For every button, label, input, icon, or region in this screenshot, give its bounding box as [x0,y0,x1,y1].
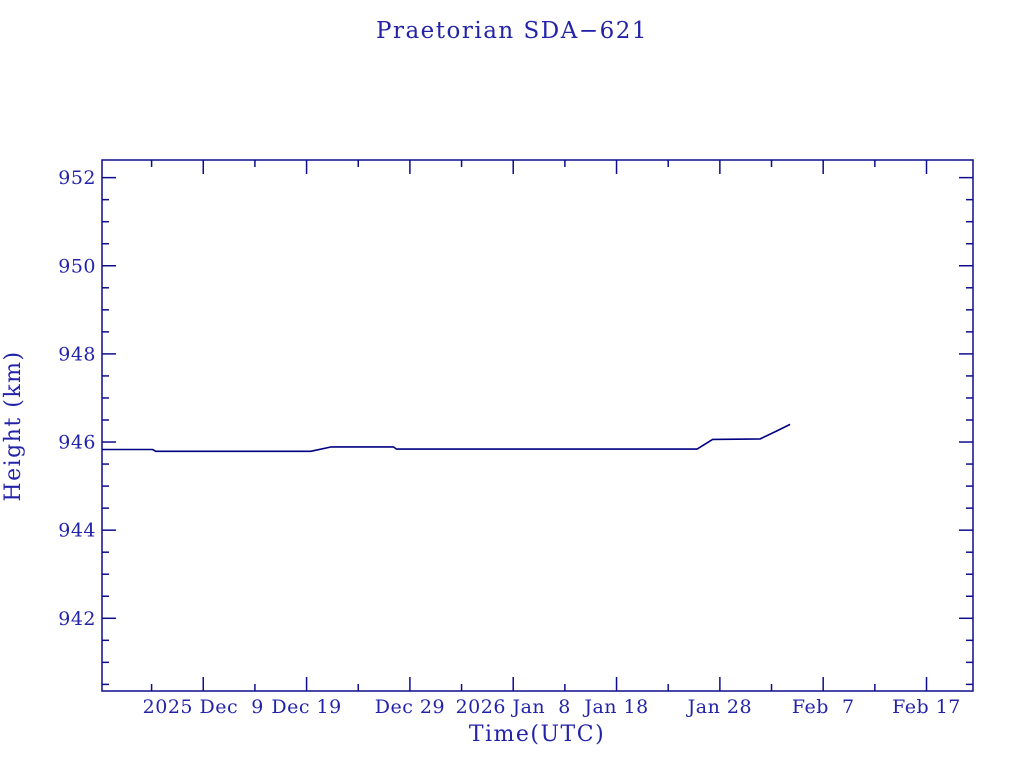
x-axis-title: Time(UTC) [469,722,605,747]
y-tick-label: 948 [58,343,96,365]
x-tick-label: Jan 18 [582,696,648,718]
chart-title: Praetorian SDA−621 [376,18,648,44]
x-tick-label: Feb 17 [892,696,961,718]
plot-box [101,159,974,692]
x-tick-label: 2026 Jan 8 [456,696,571,718]
y-axis-title: Height (km) [1,350,26,501]
x-tick-label: 2025 Dec 9 [143,696,264,718]
y-tick-label: 942 [58,608,96,630]
y-axis-ticks [102,176,973,686]
y-tick-label: 946 [58,432,96,454]
y-axis-tick-labels: 942 944 946 948 950 952 [58,167,96,630]
y-tick-label: 950 [58,255,96,277]
y-tick-label: 944 [58,520,96,542]
x-tick-label: Feb 7 [792,696,855,718]
x-tick-label: Dec 19 [271,696,341,718]
x-tick-label: Jan 28 [686,696,752,718]
data-series [102,423,791,453]
x-tick-label: Dec 29 [375,696,445,718]
x-axis-ticks [150,160,928,691]
height-series-line [102,423,791,453]
x-axis-tick-labels: 2025 Dec 9 Dec 19 Dec 29 2026 Jan 8 Jan 18 Ja… [143,696,961,718]
y-tick-label: 952 [58,167,96,189]
